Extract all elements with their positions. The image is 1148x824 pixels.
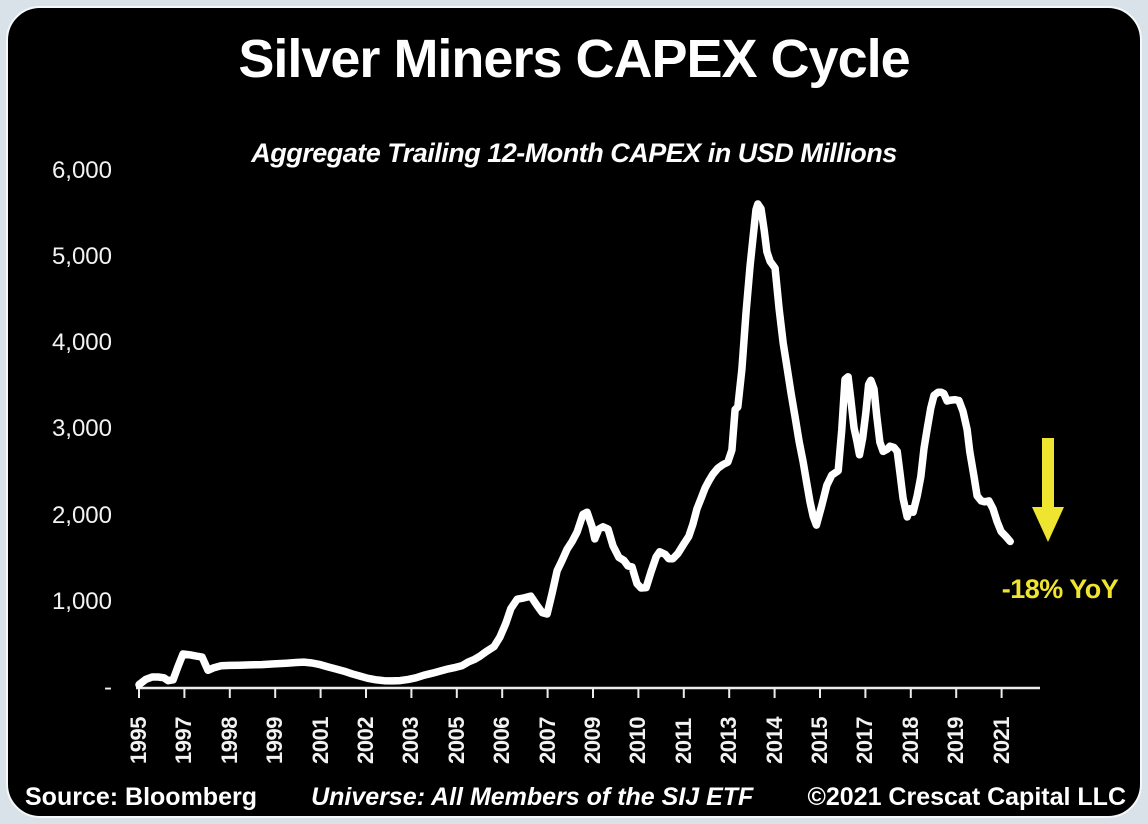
- capex-data-line: [135, 200, 1014, 689]
- x-axis-label: 2018: [897, 717, 923, 764]
- y-axis-label: 3,000: [51, 415, 112, 443]
- x-axis-label: 2007: [534, 717, 560, 764]
- x-axis-label: 2015: [807, 717, 832, 764]
- chart-footer: Source: Bloomberg Universe: All Members …: [25, 783, 1126, 812]
- x-axis-label: 2011: [670, 718, 696, 764]
- universe-label: Universe: All Members of the SIJ ETF: [311, 783, 754, 811]
- chart-subtitle: Aggregate Trailing 12-Month CAPEX in USD…: [251, 138, 897, 168]
- x-axis-label: 2009: [580, 717, 605, 764]
- chart-card: [6, 6, 1142, 818]
- y-axis-label: -: [104, 674, 112, 701]
- x-axis-label: 2006: [489, 717, 515, 764]
- x-axis-label: 2005: [443, 717, 469, 764]
- y-axis-label: 1,000: [51, 587, 112, 615]
- x-axis-label: 2013: [716, 717, 742, 764]
- yoy-annotation-label: -18% YoY: [1001, 574, 1119, 604]
- x-axis-label: 2002: [353, 717, 378, 764]
- x-axis-label: 2010: [625, 717, 651, 764]
- y-axis-label: 2,000: [51, 501, 112, 529]
- y-axis-label: 6,000: [51, 156, 112, 184]
- x-axis-label: 2014: [761, 717, 787, 764]
- x-axis-label: 2021: [988, 717, 1014, 764]
- copyright-label: ©2021 Crescat Capital LLC: [807, 783, 1126, 811]
- x-axis-label: 1997: [171, 717, 197, 764]
- x-axis-label: 1999: [262, 717, 288, 764]
- x-axis-label: 2003: [398, 717, 424, 764]
- x-axis-ticks: [138, 688, 1003, 698]
- chart-title: Silver Miners CAPEX Cycle: [238, 29, 910, 89]
- y-axis-label: 4,000: [51, 329, 112, 357]
- x-axis-label: 2001: [307, 717, 333, 764]
- x-axis-label: 2019: [943, 717, 969, 764]
- down-arrow-icon: [1032, 438, 1064, 542]
- x-axis-label: 1995: [126, 717, 151, 764]
- x-axis-label: 2017: [852, 717, 878, 764]
- x-axis-label: 1998: [216, 717, 242, 764]
- source-label: Source: Bloomberg: [25, 783, 257, 811]
- y-axis-label: 5,000: [51, 243, 112, 270]
